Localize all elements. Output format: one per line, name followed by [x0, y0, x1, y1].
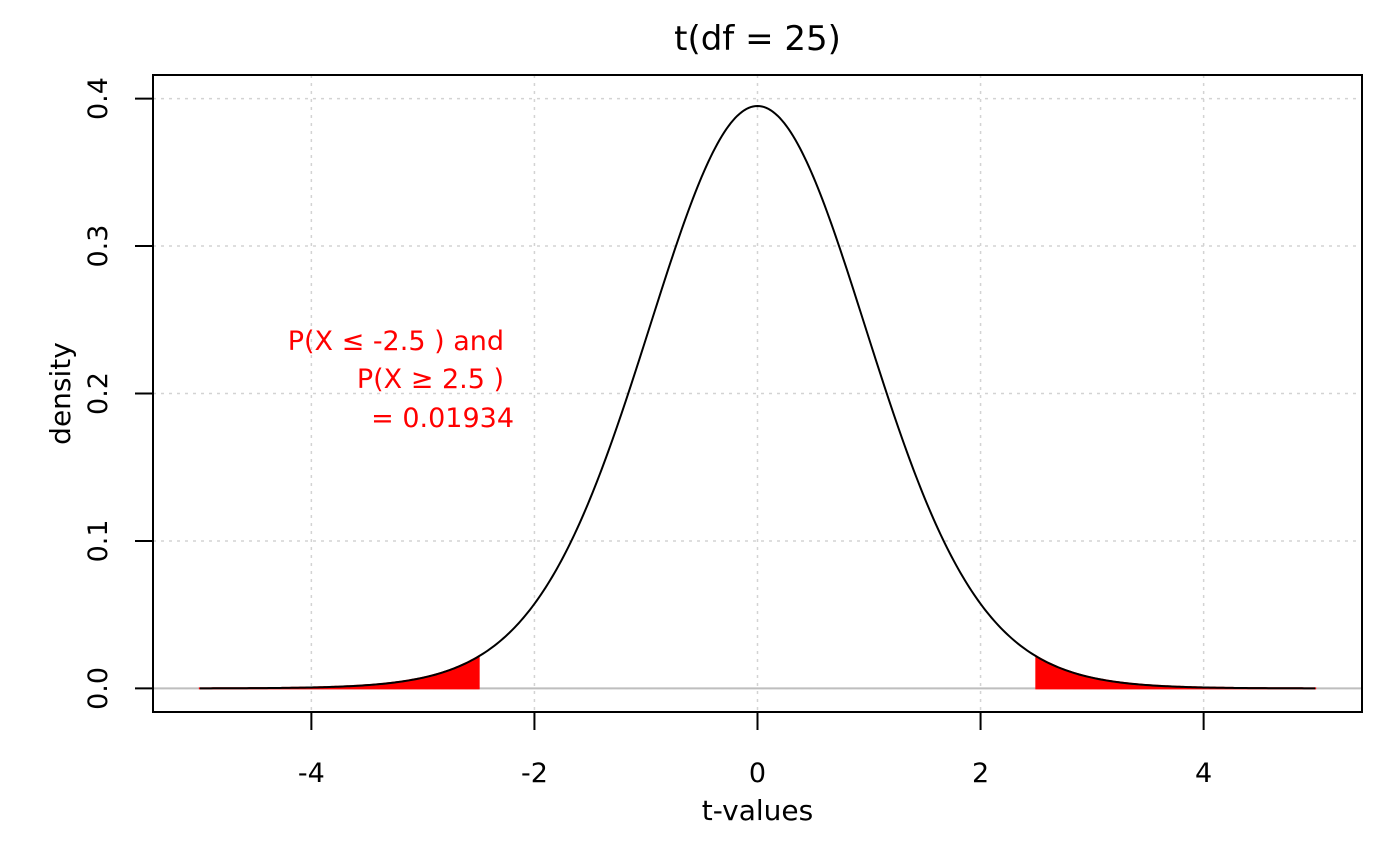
chart-title: t(df = 25) — [674, 19, 841, 59]
shaded-tail-region — [1035, 654, 1317, 690]
grid-lines — [153, 75, 1362, 712]
annotation-line: P(X ≥ 2.5 ) — [357, 364, 504, 395]
x-tick-label: -2 — [521, 758, 548, 789]
probability-annotation: P(X ≤ -2.5 ) and P(X ≥ 2.5 ) = 0.01934 — [288, 326, 514, 434]
shaded-tail-region — [198, 654, 480, 690]
y-tick-label: 0.1 — [83, 519, 114, 562]
y-tick-label: 0.2 — [83, 372, 114, 415]
y-tick-label: 0.3 — [83, 225, 114, 268]
x-tick-label: -4 — [298, 758, 325, 789]
annotation-line: P(X ≤ -2.5 ) and — [288, 326, 504, 357]
y-axis-label: density — [44, 342, 77, 445]
x-axis-label: t-values — [702, 794, 813, 827]
y-tick-label: 0.0 — [83, 667, 114, 710]
annotation-line: = 0.01934 — [371, 403, 514, 434]
plot-border — [152, 74, 1363, 713]
y-axis: 0.0 0.1 0.2 0.3 0.4 — [83, 77, 154, 710]
x-axis: -4 -2 0 2 4 — [298, 711, 1212, 789]
density-curve — [199, 104, 1316, 690]
x-tick-label: 2 — [972, 758, 989, 789]
x-tick-label: 4 — [1195, 758, 1212, 789]
y-tick-label: 0.4 — [83, 77, 114, 120]
x-tick-label: 0 — [749, 758, 766, 789]
